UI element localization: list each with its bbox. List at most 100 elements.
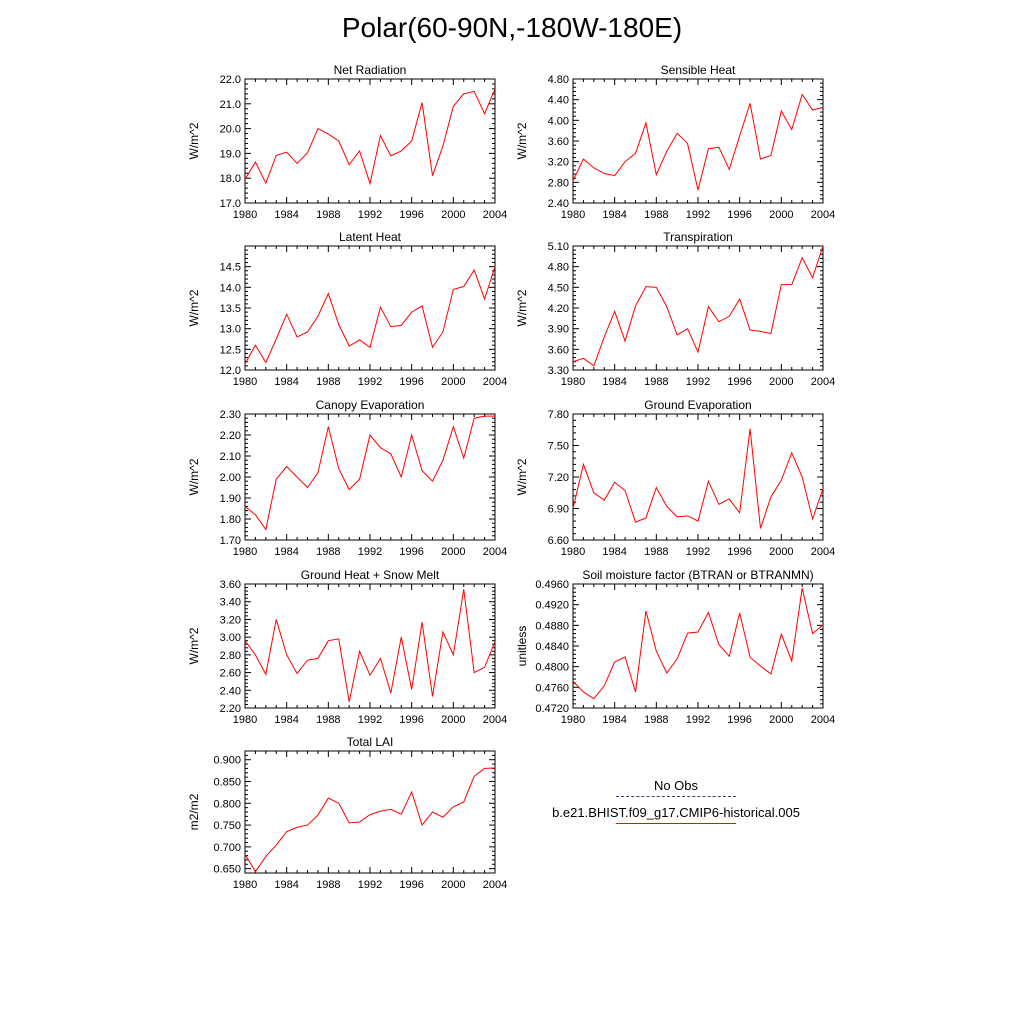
panel-1-ytick-label: 21.0 (220, 99, 241, 111)
panel-6-ytick-label: 7.50 (548, 441, 569, 453)
panel-4-xtick-label: 1984 (602, 376, 626, 388)
panel-6-xtick-label: 1992 (686, 546, 710, 558)
panel-3-xtick-label: 1984 (274, 376, 298, 388)
panel-5-xtick-label: 1996 (399, 546, 423, 558)
panel-7-xtick-label: 1996 (399, 714, 423, 726)
panel-3-xtick-label: 1988 (316, 376, 340, 388)
panel-4-ytick-label: 4.80 (548, 262, 569, 274)
panel-3-xtick-label: 2000 (441, 376, 465, 388)
panel-8-xtick-label: 1996 (727, 714, 751, 726)
panel-9-ylabel: m2/m2 (187, 793, 201, 830)
panel-7-frame (244, 583, 496, 709)
panel-8-ytick-label: 0.4760 (535, 682, 569, 694)
panel-5-frame (244, 413, 496, 541)
panel-2-xtick-label: 1996 (727, 209, 751, 221)
panel-2-xtick-label: 2004 (811, 209, 835, 221)
panel-5-ytick-label: 2.30 (220, 409, 241, 421)
panel-3-ytick-label: 13.0 (220, 324, 241, 336)
panel-1-ytick-label: 18.0 (220, 173, 241, 185)
panel-2-ytick-label: 4.80 (548, 74, 569, 86)
panel-4-xtick-label: 2000 (769, 376, 793, 388)
panel-3-xtick-label: 2004 (483, 376, 507, 388)
panel-8-xtick-label: 1992 (686, 714, 710, 726)
panel-9-xtick-label: 1984 (274, 879, 298, 891)
panel-5-ytick-label: 2.00 (220, 472, 241, 484)
panel-8-series-line (572, 588, 824, 700)
legend-label-obs: No Obs (653, 778, 699, 793)
panel-9-ytick-label: 0.800 (213, 798, 241, 810)
panel-2-series-line (572, 93, 824, 191)
panel-2-ytick-label: 2.40 (548, 198, 569, 210)
panel-1-xtick-label: 2004 (483, 209, 507, 221)
panel-7-xtick-label: 1988 (316, 714, 340, 726)
panel-1-ylabel: W/m^2 (187, 122, 201, 159)
panel-9-ytick-label: 0.700 (213, 842, 241, 854)
panel-4-ytick-label: 5.10 (548, 241, 569, 253)
panel-7-xtick-label: 2004 (483, 714, 507, 726)
panel-9-xtick-label: 1988 (316, 879, 340, 891)
panel-4-xtick-label: 1996 (727, 376, 751, 388)
panel-6-title: Ground Evaporation (644, 398, 751, 412)
panel-6-series-line (572, 428, 824, 529)
panel-4-ytick-label: 3.30 (548, 365, 569, 377)
panel-4-ytick-label: 4.50 (548, 282, 569, 294)
panel-3-xtick-label: 1980 (233, 376, 257, 388)
panel-1-ytick-label: 17.0 (220, 198, 241, 210)
panel-8-ytick-label: 0.4920 (535, 600, 569, 612)
panel-8-xtick-label: 2004 (811, 714, 835, 726)
panel-9-ytick-label: 0.900 (213, 755, 241, 767)
panel-7-title: Ground Heat + Snow Melt (301, 568, 440, 582)
panel-5-xtick-label: 1992 (358, 546, 382, 558)
panel-7: Ground Heat + Snow Melt W/m^2 1980 1984 1988… (187, 568, 507, 726)
panel-5-ytick-label: 1.70 (220, 535, 241, 547)
panel-9-xtick-label: 1992 (358, 879, 382, 891)
panel-6-ytick-label: 6.60 (548, 535, 569, 547)
panel-2-frame (572, 78, 824, 204)
panel-3-ytick-label: 14.5 (220, 262, 241, 274)
panel-4-ytick-label: 4.20 (548, 303, 569, 315)
panel-1-xtick-label: 2000 (441, 209, 465, 221)
panel-5-ytick-label: 2.20 (220, 430, 241, 442)
panel-4-xtick-label: 1980 (561, 376, 585, 388)
panel-3-ytick-label: 12.5 (220, 344, 241, 356)
panel-4-xtick-label: 1988 (644, 376, 668, 388)
legend-entry-obs: No Obs (530, 778, 822, 797)
panel-3-title: Latent Heat (339, 230, 402, 244)
panel-3-xtick-label: 1996 (399, 376, 423, 388)
panel-5-title: Canopy Evaporation (316, 398, 425, 412)
panel-5-xtick-label: 2000 (441, 546, 465, 558)
panel-1-ytick-label: 22.0 (220, 74, 241, 86)
panel-4-series-line (572, 245, 824, 367)
panel-7-ytick-label: 2.60 (220, 668, 241, 680)
panel-9-xtick-label: 2000 (441, 879, 465, 891)
panel-1-ytick-label: 20.0 (220, 124, 241, 136)
panel-1-xtick-label: 1984 (274, 209, 298, 221)
panel-1-title: Net Radiation (334, 63, 407, 77)
panel-8-ylabel: unitless (515, 626, 529, 667)
panel-9-ytick-label: 0.850 (213, 777, 241, 789)
panel-2-ytick-label: 4.00 (548, 115, 569, 127)
page-title: Polar(60-90N,-180W-180E) (341, 12, 683, 43)
panel-1-xtick-label: 1992 (358, 209, 382, 221)
panel-9-xtick-label: 1996 (399, 879, 423, 891)
panel-1: Net Radiation W/m^2 1980 1984 1988 1992 1996 20… (187, 63, 507, 221)
panel-6-ytick-label: 7.20 (548, 472, 569, 484)
panel-8: Soil moisture factor (BTRAN or BTRANMN) u… (515, 568, 835, 726)
panel-2-xtick-label: 1992 (686, 209, 710, 221)
panel-2-xtick-label: 1980 (561, 209, 585, 221)
panel-2-ytick-label: 3.60 (548, 136, 569, 148)
panel-6-xtick-label: 2000 (769, 546, 793, 558)
panel-6-xtick-label: 2004 (811, 546, 835, 558)
panel-4-xtick-label: 1992 (686, 376, 710, 388)
panel-5-xtick-label: 1984 (274, 546, 298, 558)
panel-6-xtick-label: 1984 (602, 546, 626, 558)
panel-1-xtick-label: 1996 (399, 209, 423, 221)
panel-6: Ground Evaporation W/m^2 1980 1984 1988 1992 1… (515, 398, 835, 558)
panel-8-xtick-label: 2000 (769, 714, 793, 726)
panel-8-xtick-label: 1984 (602, 714, 626, 726)
panel-6-xtick-label: 1980 (561, 546, 585, 558)
legend-line-obs (616, 796, 736, 797)
panel-8-ytick-label: 0.4800 (535, 662, 569, 674)
panel-9-ytick-label: 0.650 (213, 864, 241, 876)
